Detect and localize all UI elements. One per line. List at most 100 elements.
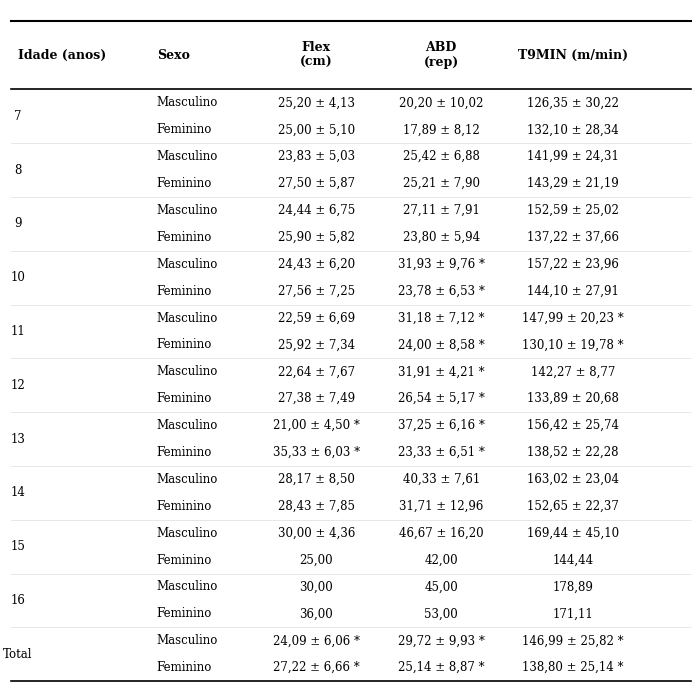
- Text: Feminino: Feminino: [156, 661, 212, 674]
- Text: 146,99 ± 25,82 *: 146,99 ± 25,82 *: [522, 634, 624, 647]
- Text: 40,33 ± 7,61: 40,33 ± 7,61: [403, 473, 480, 486]
- Text: 28,17 ± 8,50: 28,17 ± 8,50: [278, 473, 355, 486]
- Text: 24,09 ± 6,06 *: 24,09 ± 6,06 *: [273, 634, 359, 647]
- Text: 141,99 ± 24,31: 141,99 ± 24,31: [527, 150, 619, 163]
- Text: Feminino: Feminino: [156, 177, 212, 190]
- Text: 8: 8: [14, 164, 22, 177]
- Text: 27,22 ± 6,66 *: 27,22 ± 6,66 *: [273, 661, 359, 674]
- Text: 25,92 ± 7,34: 25,92 ± 7,34: [278, 338, 355, 352]
- Text: 31,91 ± 4,21 *: 31,91 ± 4,21 *: [398, 365, 484, 378]
- Text: 17,89 ± 8,12: 17,89 ± 8,12: [403, 123, 480, 136]
- Text: 12: 12: [10, 379, 25, 391]
- Text: 22,64 ± 7,67: 22,64 ± 7,67: [278, 365, 355, 378]
- Text: 23,83 ± 5,03: 23,83 ± 5,03: [278, 150, 355, 163]
- Text: 30,00: 30,00: [299, 581, 333, 594]
- Text: 25,00 ± 5,10: 25,00 ± 5,10: [278, 123, 355, 136]
- Text: 27,56 ± 7,25: 27,56 ± 7,25: [278, 285, 355, 298]
- Text: 25,20 ± 4,13: 25,20 ± 4,13: [278, 96, 355, 109]
- Text: Sexo: Sexo: [156, 49, 189, 61]
- Text: 28,43 ± 7,85: 28,43 ± 7,85: [278, 499, 355, 513]
- Text: 7: 7: [14, 110, 22, 123]
- Text: Total: Total: [3, 647, 33, 660]
- Text: 53,00: 53,00: [424, 608, 458, 621]
- Text: 25,42 ± 6,88: 25,42 ± 6,88: [403, 150, 480, 163]
- Text: 24,00 ± 8,58 *: 24,00 ± 8,58 *: [398, 338, 484, 352]
- Text: 25,21 ± 7,90: 25,21 ± 7,90: [403, 177, 480, 190]
- Text: 169,44 ± 45,10: 169,44 ± 45,10: [527, 527, 619, 539]
- Text: Masculino: Masculino: [156, 258, 218, 271]
- Text: 138,52 ± 22,28: 138,52 ± 22,28: [527, 446, 619, 459]
- Text: Masculino: Masculino: [156, 312, 218, 325]
- Text: 27,11 ± 7,91: 27,11 ± 7,91: [403, 204, 480, 217]
- Text: 25,14 ± 8,87 *: 25,14 ± 8,87 *: [398, 661, 484, 674]
- Text: Idade (anos): Idade (anos): [18, 49, 106, 61]
- Text: Masculino: Masculino: [156, 473, 218, 486]
- Text: Feminino: Feminino: [156, 231, 212, 244]
- Text: Masculino: Masculino: [156, 96, 218, 109]
- Text: 13: 13: [10, 433, 25, 446]
- Text: Masculino: Masculino: [156, 204, 218, 217]
- Text: 21,00 ± 4,50 *: 21,00 ± 4,50 *: [273, 419, 359, 432]
- Text: 23,33 ± 6,51 *: 23,33 ± 6,51 *: [398, 446, 484, 459]
- Text: 24,44 ± 6,75: 24,44 ± 6,75: [278, 204, 355, 217]
- Text: 25,00: 25,00: [299, 554, 333, 567]
- Text: 42,00: 42,00: [424, 554, 458, 567]
- Text: 142,27 ± 8,77: 142,27 ± 8,77: [531, 365, 615, 378]
- Text: Masculino: Masculino: [156, 419, 218, 432]
- Text: 31,71 ± 12,96: 31,71 ± 12,96: [399, 499, 484, 513]
- Text: Feminino: Feminino: [156, 608, 212, 621]
- Text: 36,00: 36,00: [299, 608, 333, 621]
- Text: 24,43 ± 6,20: 24,43 ± 6,20: [278, 258, 355, 271]
- Text: Feminino: Feminino: [156, 392, 212, 405]
- Text: 23,78 ± 6,53 *: 23,78 ± 6,53 *: [398, 285, 484, 298]
- Text: 31,93 ± 9,76 *: 31,93 ± 9,76 *: [398, 258, 484, 271]
- Text: 147,99 ± 20,23 *: 147,99 ± 20,23 *: [522, 312, 624, 325]
- Text: 10: 10: [10, 271, 25, 284]
- Text: Flex
(cm): Flex (cm): [300, 41, 333, 69]
- Text: 152,59 ± 25,02: 152,59 ± 25,02: [527, 204, 619, 217]
- Text: 27,50 ± 5,87: 27,50 ± 5,87: [278, 177, 355, 190]
- Text: 144,10 ± 27,91: 144,10 ± 27,91: [527, 285, 619, 298]
- Text: 156,42 ± 25,74: 156,42 ± 25,74: [527, 419, 619, 432]
- Text: 130,10 ± 19,78 *: 130,10 ± 19,78 *: [522, 338, 624, 352]
- Text: Feminino: Feminino: [156, 446, 212, 459]
- Text: 171,11: 171,11: [553, 608, 593, 621]
- Text: 133,89 ± 20,68: 133,89 ± 20,68: [527, 392, 619, 405]
- Text: 37,25 ± 6,16 *: 37,25 ± 6,16 *: [398, 419, 484, 432]
- Text: 31,18 ± 7,12 *: 31,18 ± 7,12 *: [398, 312, 484, 325]
- Text: 25,90 ± 5,82: 25,90 ± 5,82: [278, 231, 355, 244]
- Text: 138,80 ± 25,14 *: 138,80 ± 25,14 *: [522, 661, 624, 674]
- Text: 46,67 ± 16,20: 46,67 ± 16,20: [399, 527, 484, 539]
- Text: Masculino: Masculino: [156, 527, 218, 539]
- Text: 20,20 ± 10,02: 20,20 ± 10,02: [399, 96, 484, 109]
- Text: 143,29 ± 21,19: 143,29 ± 21,19: [527, 177, 619, 190]
- Text: 137,22 ± 37,66: 137,22 ± 37,66: [527, 231, 619, 244]
- Text: 144,44: 144,44: [553, 554, 593, 567]
- Text: Masculino: Masculino: [156, 634, 218, 647]
- Text: Masculino: Masculino: [156, 150, 218, 163]
- Text: 26,54 ± 5,17 *: 26,54 ± 5,17 *: [398, 392, 484, 405]
- Text: 11: 11: [10, 325, 25, 338]
- Text: Masculino: Masculino: [156, 581, 218, 594]
- Text: 132,10 ± 28,34: 132,10 ± 28,34: [527, 123, 619, 136]
- Text: 157,22 ± 23,96: 157,22 ± 23,96: [527, 258, 619, 271]
- Text: 126,35 ± 30,22: 126,35 ± 30,22: [527, 96, 619, 109]
- Text: ABD
(rep): ABD (rep): [424, 41, 459, 69]
- Text: 30,00 ± 4,36: 30,00 ± 4,36: [278, 527, 355, 539]
- Text: 29,72 ± 9,93 *: 29,72 ± 9,93 *: [398, 634, 484, 647]
- Text: T9MIN (m/min): T9MIN (m/min): [518, 49, 628, 61]
- Text: 45,00: 45,00: [424, 581, 458, 594]
- Text: 9: 9: [14, 217, 22, 230]
- Text: Masculino: Masculino: [156, 365, 218, 378]
- Text: 15: 15: [10, 540, 25, 553]
- Text: 163,02 ± 23,04: 163,02 ± 23,04: [527, 473, 619, 486]
- Text: Feminino: Feminino: [156, 499, 212, 513]
- Text: 27,38 ± 7,49: 27,38 ± 7,49: [278, 392, 355, 405]
- Text: 14: 14: [10, 486, 25, 499]
- Text: 16: 16: [10, 594, 25, 607]
- Text: Feminino: Feminino: [156, 123, 212, 136]
- Text: Feminino: Feminino: [156, 338, 212, 352]
- Text: 23,80 ± 5,94: 23,80 ± 5,94: [403, 231, 480, 244]
- Text: Feminino: Feminino: [156, 285, 212, 298]
- Text: 22,59 ± 6,69: 22,59 ± 6,69: [278, 312, 355, 325]
